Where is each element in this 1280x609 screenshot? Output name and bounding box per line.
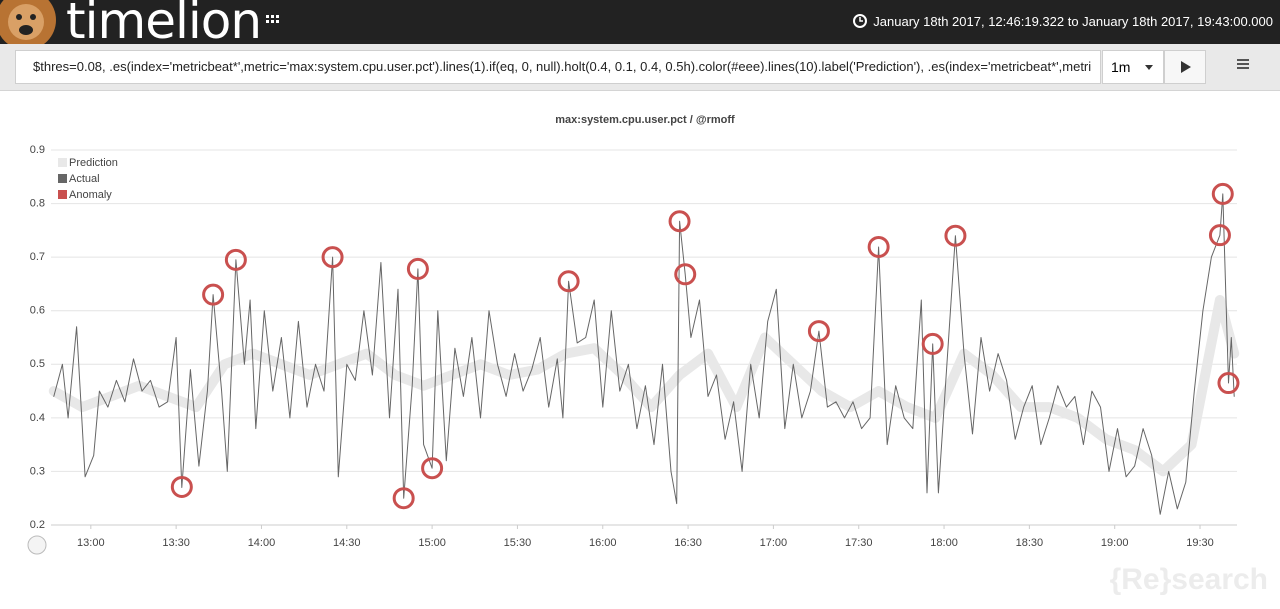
x-tick-label: 19:30: [1186, 537, 1214, 549]
x-tick-label: 15:30: [504, 537, 532, 549]
expression-input[interactable]: $thres=0.08, .es(index='metricbeat*',met…: [15, 50, 1101, 84]
apps-icon[interactable]: [266, 15, 280, 29]
watermark: {Re}search: [1109, 563, 1268, 596]
query-bar: $thres=0.08, .es(index='metricbeat*',met…: [0, 44, 1280, 91]
anomaly-marker: [224, 248, 247, 271]
y-tick-label: 0.4: [30, 412, 45, 424]
series-line: [53, 193, 1235, 515]
x-tick-label: 14:30: [333, 537, 361, 549]
interval-text: 1m: [1111, 59, 1131, 75]
x-tick-label: 13:00: [77, 537, 105, 549]
anomaly-marker: [321, 246, 344, 269]
logo-text: timelion: [66, 0, 262, 50]
x-tick-label: 16:30: [674, 537, 702, 549]
anomaly-marker: [202, 283, 225, 306]
x-tick-label: 18:30: [1016, 537, 1044, 549]
interval-select[interactable]: 1m: [1102, 50, 1164, 84]
legend-swatch: [58, 190, 67, 199]
time-range[interactable]: January 18th 2017, 12:46:19.322 to Janua…: [853, 14, 1273, 29]
play-icon: [1181, 61, 1191, 73]
y-tick-label: 0.9: [30, 144, 45, 156]
anomaly-marker: [1208, 224, 1231, 247]
legend-label: Actual: [69, 173, 100, 185]
x-tick-label: 17:00: [760, 537, 788, 549]
run-button[interactable]: [1164, 50, 1206, 84]
chart-title: max:system.cpu.user.pct / @rmoff: [555, 114, 735, 126]
y-tick-label: 0.7: [30, 251, 45, 263]
anomaly-marker: [674, 263, 697, 286]
anomaly-marker: [668, 210, 691, 233]
clock-icon: [853, 14, 868, 28]
anomaly-marker: [170, 475, 193, 498]
x-tick-label: 17:30: [845, 537, 873, 549]
anomaly-marker: [807, 320, 830, 343]
legend-label: Prediction: [69, 157, 118, 169]
y-tick-label: 0.5: [30, 358, 45, 370]
y-tick-label: 0.3: [30, 465, 45, 477]
legend-swatch: [58, 174, 67, 183]
zoom-reset[interactable]: [27, 535, 47, 555]
y-tick-label: 0.8: [30, 197, 45, 209]
x-tick-label: 14:00: [248, 537, 276, 549]
logo-icon: [0, 0, 56, 44]
anomaly-marker: [944, 224, 967, 247]
anomaly-marker: [1217, 372, 1240, 395]
chart: max:system.cpu.user.pct / @rmoff 0.2 0.3 0…: [27, 114, 1240, 555]
anomaly-marker: [1211, 182, 1234, 205]
x-tick-label: 19:00: [1101, 537, 1129, 549]
anomaly-marker: [406, 257, 429, 280]
dropdown-caret: [1145, 65, 1153, 70]
anomaly-marker: [867, 235, 890, 258]
x-tick-label: 15:00: [418, 537, 446, 549]
anomaly-marker: [421, 457, 444, 480]
x-tick-label: 13:30: [162, 537, 190, 549]
y-tick-label: 0.2: [30, 519, 45, 531]
anomaly-marker: [392, 487, 415, 510]
menu-icon[interactable]: [1237, 59, 1251, 71]
top-bar: timelion January 18th 2017, 12:46:19.322…: [0, 0, 1280, 50]
anomaly-marker: [921, 332, 944, 355]
x-tick-label: 16:00: [589, 537, 617, 549]
legend-swatch: [58, 158, 67, 167]
anomaly-marker: [557, 270, 580, 293]
y-tick-label: 0.6: [30, 305, 45, 317]
x-tick-label: 18:00: [930, 537, 958, 549]
legend-label: Anomaly: [69, 189, 112, 201]
time-range-text: January 18th 2017, 12:46:19.322 to Janua…: [873, 14, 1273, 29]
